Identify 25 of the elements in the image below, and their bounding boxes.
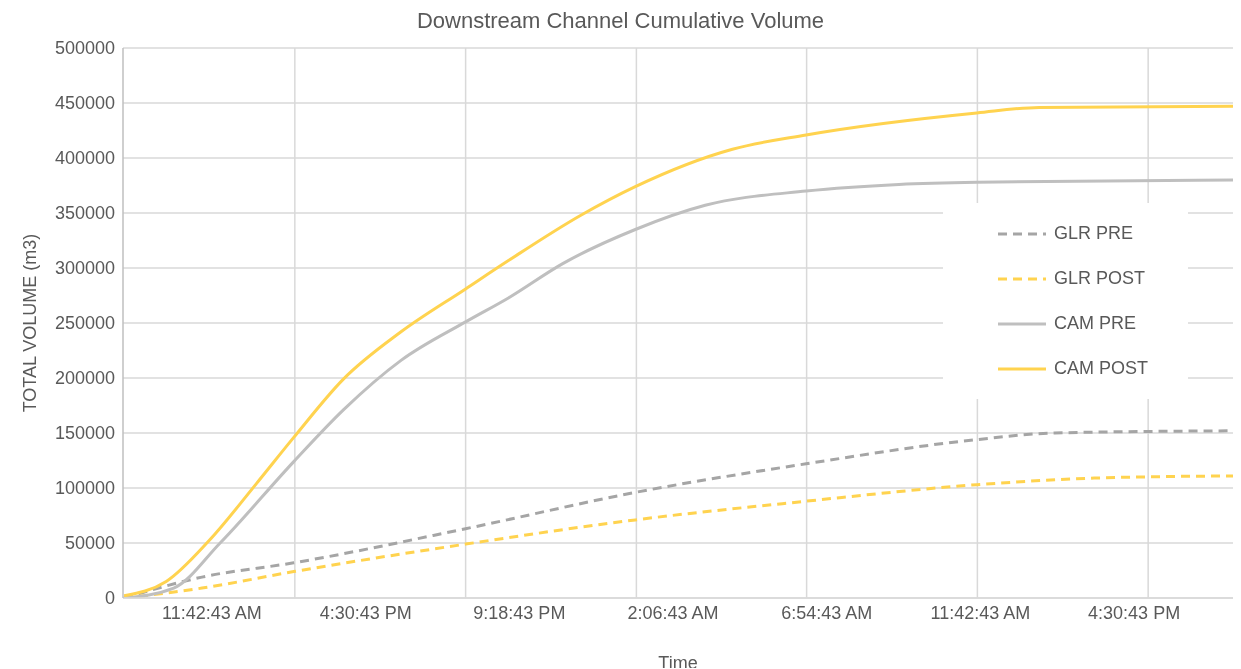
legend-label: GLR POST (1054, 268, 1146, 289)
y-tick-label: 400000 (54, 148, 115, 169)
y-tick-label: 450000 (54, 93, 115, 114)
x-tick-label: 9:18:43 PM (473, 602, 566, 623)
y-tick-label: 300000 (54, 258, 115, 279)
y-tick-label: 0 (104, 588, 115, 609)
y-tick-label: 50000 (64, 533, 115, 554)
y-tick-label: 250000 (54, 313, 115, 334)
y-tick-label: 150000 (54, 423, 115, 444)
y-tick-label: 500000 (54, 38, 115, 59)
y-tick-label: 200000 (54, 368, 115, 389)
x-tick-label: 4:30:43 PM (1088, 602, 1181, 623)
legend-label: CAM PRE (1054, 313, 1137, 334)
y-tick-label: 100000 (54, 478, 115, 499)
y-axis-title: TOTAL VOLUME (m3) (20, 233, 41, 413)
x-tick-label: 11:42:43 AM (162, 602, 262, 623)
x-tick-label: 2:06:43 AM (627, 602, 719, 623)
x-tick-label: 4:30:43 PM (319, 602, 412, 623)
chart-title: Downstream Channel Cumulative Volume (415, 8, 826, 35)
legend-label: GLR PRE (1054, 223, 1134, 244)
legend-label: CAM POST (1054, 358, 1149, 379)
y-tick-label: 350000 (54, 203, 115, 224)
x-axis-title: Time (658, 652, 698, 669)
x-tick-label: 11:42:43 AM (930, 602, 1031, 623)
x-tick-label: 6:54:43 AM (781, 602, 873, 623)
